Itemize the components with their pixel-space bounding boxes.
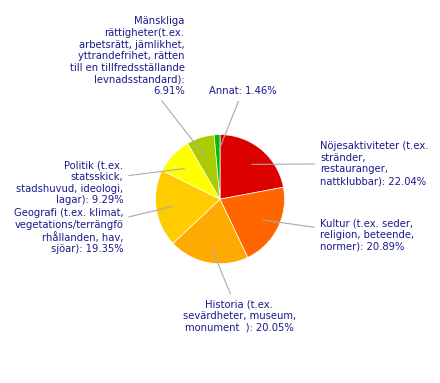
Wedge shape	[220, 135, 283, 199]
Text: Mänskliga
rättigheter(t.ex.
arbetsrätt, jämlikhet,
yttrandefrihet, rätten
till e: Mänskliga rättigheter(t.ex. arbetsrätt, …	[70, 16, 205, 157]
Text: Historia (t.ex.
sevärdheter, museum,
monument  ): 20.05%: Historia (t.ex. sevärdheter, museum, mon…	[183, 249, 296, 332]
Wedge shape	[214, 135, 220, 199]
Wedge shape	[220, 187, 285, 257]
Text: Geografi (t.ex. klimat,
vegetations/terrängfö
rhållanden, hav,
sjöar): 19.35%: Geografi (t.ex. klimat, vegetations/terr…	[14, 206, 172, 254]
Wedge shape	[155, 170, 220, 243]
Wedge shape	[173, 199, 248, 264]
Text: Kultur (t.ex. seder,
religion, beteende,
normer): 20.89%: Kultur (t.ex. seder, religion, beteende,…	[263, 218, 414, 251]
Text: Politik (t.ex.
statsskick,
stadshuvud, ideologi,
lagar): 9.29%: Politik (t.ex. statsskick, stadshuvud, i…	[16, 160, 184, 205]
Wedge shape	[187, 135, 220, 199]
Wedge shape	[162, 143, 220, 199]
Text: Annat: 1.46%: Annat: 1.46%	[209, 86, 276, 150]
Text: Nöjesaktiviteter (t.ex.
stränder,
restauranger,
nattklubbar): 22.04%: Nöjesaktiviteter (t.ex. stränder, restau…	[252, 141, 429, 186]
